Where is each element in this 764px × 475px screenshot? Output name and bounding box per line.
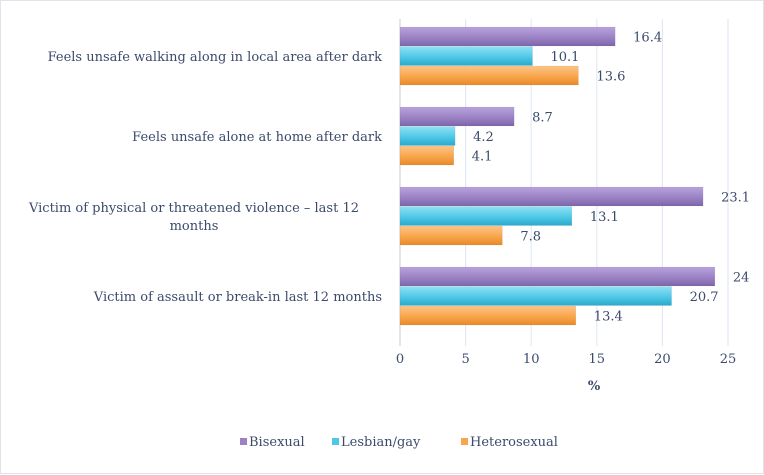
data-label: 7.8 [520, 230, 541, 245]
category-labels: Feels unsafe walking along in local area… [28, 50, 382, 305]
category-label: Victim of physical or threatened violenc… [28, 201, 359, 216]
data-label: 13.6 [596, 70, 625, 85]
x-tick-label: 0 [396, 352, 404, 367]
data-label: 23.1 [721, 191, 750, 206]
data-label: 10.1 [551, 50, 580, 65]
x-tick-label: 15 [589, 352, 606, 367]
bar-bisexual-0 [399, 26, 616, 47]
legend: Bisexual Lesbian/gay Heterosexual [240, 435, 558, 450]
bar-lesbian-gay-0 [399, 46, 533, 66]
legend-swatch [461, 438, 468, 445]
legend-label: Bisexual [249, 435, 305, 450]
data-labels: 16.4 10.1 13.6 8.7 4.2 4.1 23.1 13.1 7.8 24 20.7 13… [472, 31, 750, 325]
bar-heterosexual-2 [399, 225, 503, 246]
x-tick-label: 20 [654, 352, 671, 367]
bar-heterosexual-1 [399, 145, 455, 166]
bar-heterosexual-0 [399, 65, 579, 86]
bar-lesbian-gay-2 [399, 206, 573, 226]
bar-lesbian-gay-1 [399, 126, 456, 146]
bar-bisexual-3 [399, 266, 716, 287]
bar-bisexual-1 [399, 106, 515, 127]
legend-label: Heterosexual [470, 435, 558, 450]
x-tick-label: 25 [720, 352, 737, 367]
data-label: 20.7 [690, 290, 719, 305]
category-label: Victim of assault or break-in last 12 mo… [93, 290, 382, 305]
data-label: 4.2 [473, 130, 494, 145]
bars [399, 26, 716, 326]
x-tick-label: 5 [461, 352, 469, 367]
category-label: Feels unsafe walking along in local area… [48, 50, 383, 65]
legend-label: Lesbian/gay [341, 435, 421, 450]
data-label: 13.4 [594, 310, 623, 325]
category-label: months [170, 219, 219, 234]
x-axis-title: % [588, 379, 601, 394]
data-label: 16.4 [633, 31, 662, 46]
bar-lesbian-gay-3 [399, 286, 672, 306]
bar-heterosexual-3 [399, 305, 577, 326]
data-label: 24 [733, 271, 750, 286]
x-axis-ticks: 0 5 10 15 20 25 [396, 352, 736, 367]
bar-bisexual-2 [399, 186, 704, 207]
data-label: 8.7 [532, 111, 553, 126]
data-label: 4.1 [472, 150, 493, 165]
legend-swatch [332, 438, 339, 445]
legend-swatch [240, 438, 247, 445]
data-label: 13.1 [590, 210, 619, 225]
category-label: Feels unsafe alone at home after dark [132, 130, 382, 145]
x-tick-label: 10 [523, 352, 540, 367]
